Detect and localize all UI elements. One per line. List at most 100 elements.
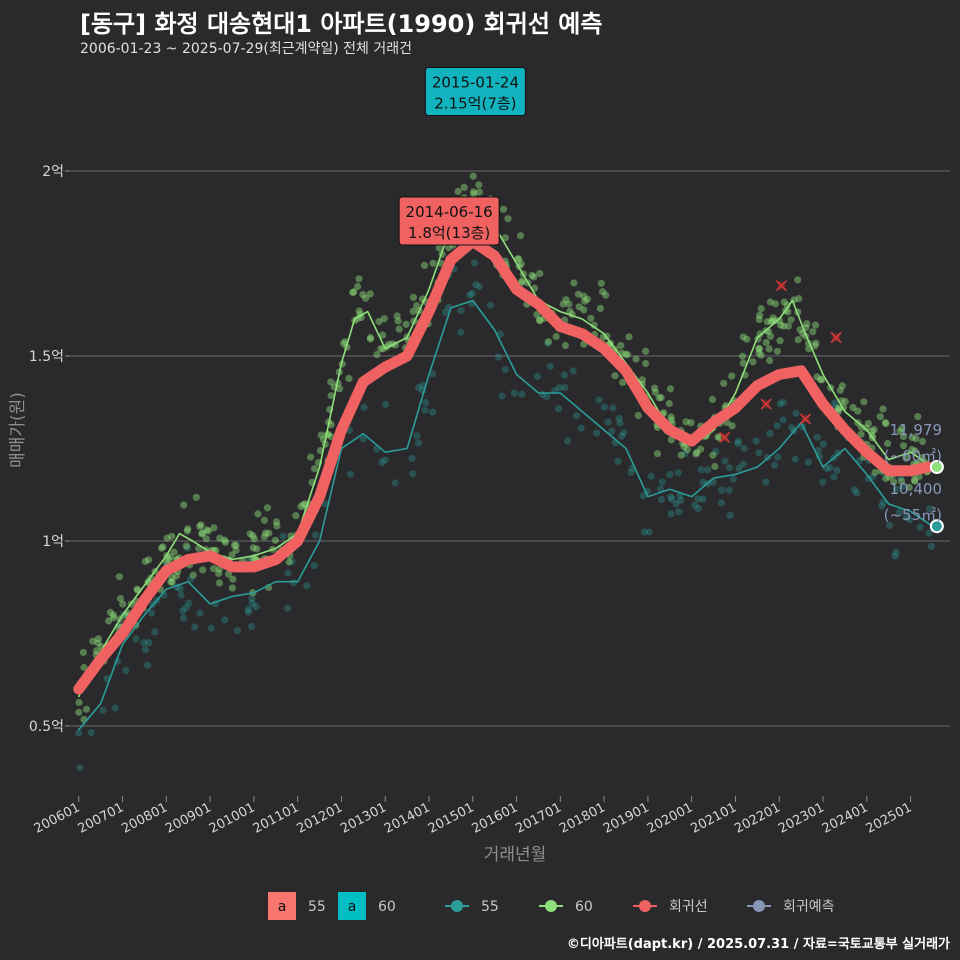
scatter-point (777, 321, 785, 329)
scatter-point (163, 534, 171, 542)
scatter-point (132, 635, 140, 643)
y-axis-label: 매매가(원) (8, 392, 28, 468)
scatter-point (677, 496, 685, 504)
source-caption: ©디아파트(dapt.kr) / 2025.07.31 / 자료=국토교통부 실… (566, 937, 950, 952)
cancelled-mark (830, 331, 842, 344)
scatter-point (882, 474, 890, 483)
scatter-point (215, 569, 223, 578)
scatter-point (863, 424, 871, 432)
scatter-point (712, 447, 720, 456)
scatter-point (119, 600, 127, 608)
scatter-point (307, 453, 315, 461)
chart-title: [동구] 화정 대송현대1 아파트(1990) 회귀선 예측 (80, 10, 603, 38)
scatter-point (905, 483, 913, 491)
scatter-point (518, 390, 526, 398)
scatter-point (728, 372, 736, 380)
scatter-point (346, 470, 354, 478)
scatter-point (354, 282, 362, 291)
scatter-point (767, 317, 775, 326)
scatter-point (202, 535, 210, 543)
scatter-point (409, 307, 417, 315)
scatter-point (409, 293, 417, 301)
scatter-point (435, 244, 443, 252)
scatter-point (133, 585, 141, 593)
scatter-point (244, 608, 252, 616)
scatter-point (253, 545, 261, 553)
scatter-point (587, 314, 595, 322)
scatter-point (593, 429, 601, 437)
scatter-point (544, 338, 553, 346)
scatter-point (180, 501, 188, 509)
scatter-point (609, 404, 617, 412)
scatter-point (552, 332, 560, 341)
scatter-point (75, 708, 83, 716)
cancelled-points (718, 280, 842, 443)
x-tick-label: 201101 (251, 800, 302, 837)
x-tick-label: 200901 (163, 800, 214, 837)
scatter-point (378, 458, 386, 467)
scatter-point (311, 465, 319, 473)
scatter-point (616, 419, 624, 427)
scatter-point (99, 706, 107, 714)
scatter-point (317, 431, 325, 439)
x-tick-label: 201301 (338, 800, 389, 837)
scatter-point (811, 321, 820, 329)
scatter-point (373, 351, 381, 359)
scatter-point (179, 614, 187, 622)
scatter-point (187, 575, 195, 583)
scatter-point (413, 432, 421, 440)
scatter-point (691, 501, 699, 509)
scatter-point (811, 342, 819, 350)
scatter-point (651, 388, 660, 396)
scatter-point (784, 322, 792, 330)
scatter-point (771, 317, 779, 325)
scatter-point (350, 288, 358, 296)
scatter-point (776, 400, 785, 408)
legend-fill-label: 55 (308, 899, 326, 915)
scatter-point (624, 351, 632, 359)
scatter-point (82, 705, 91, 713)
scatter-point (645, 528, 653, 536)
scatter-point (879, 405, 887, 413)
end-point (929, 519, 944, 534)
scatter-point (714, 433, 722, 441)
scatter-point (249, 532, 257, 540)
scatter-point (183, 527, 191, 535)
scatter-point (647, 472, 655, 480)
annotation-price: 2.15억(7층) (434, 95, 516, 113)
scatter-point (776, 316, 784, 325)
end-point (929, 460, 944, 474)
scatter-point (896, 427, 904, 435)
scatter-point (726, 511, 734, 519)
scatter-point (575, 303, 583, 311)
scatter-point (216, 534, 224, 542)
scatter-point (796, 326, 804, 334)
scatter-point (925, 529, 933, 537)
scatter-point (518, 279, 526, 287)
scatter-point (756, 311, 764, 319)
scatter-point (675, 508, 683, 516)
legend-fill-swatch (338, 892, 366, 920)
scatter-point (546, 362, 554, 371)
scatter-point (469, 172, 477, 180)
scatter-point (402, 320, 410, 328)
scatter-point (475, 283, 483, 291)
scatter-point (250, 535, 258, 543)
scatter-point (221, 538, 229, 546)
scatter-point (366, 334, 375, 342)
scatter-point (299, 500, 307, 509)
scatter-point (574, 290, 583, 298)
scatter-point (292, 511, 300, 520)
scatter-point (516, 232, 525, 240)
scatter-point (246, 530, 254, 538)
scatter-point (555, 384, 564, 392)
scatter-point (375, 317, 383, 326)
scatter-point (89, 637, 97, 645)
scatter-point (693, 448, 701, 456)
scatter-point (94, 635, 102, 643)
annotation-date: 2014-06-16 (406, 203, 493, 221)
scatter-point (773, 422, 781, 430)
scatter-point (510, 389, 518, 397)
y-tick-label: 0.5억 (29, 719, 64, 735)
scatter-point (394, 317, 402, 325)
